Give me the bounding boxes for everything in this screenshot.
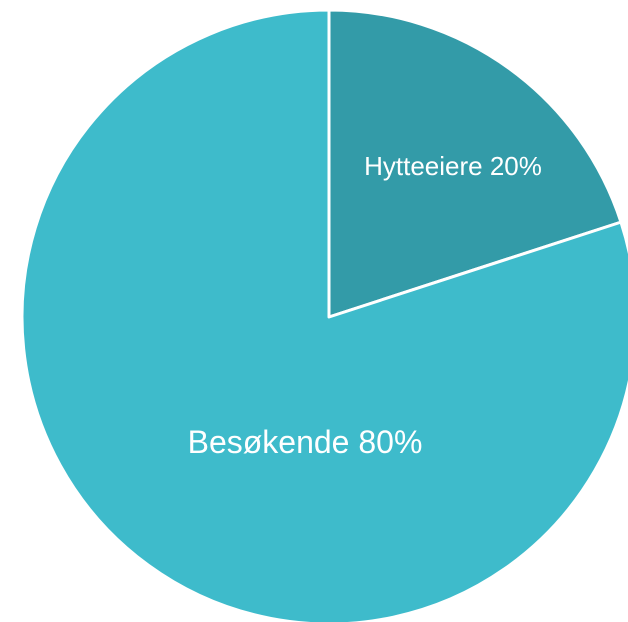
value-label: 80% <box>358 424 422 460</box>
category-name: Hytteeiere <box>364 151 483 181</box>
value-label: 20% <box>490 151 542 181</box>
slice-label: Hytteeiere 20% <box>364 151 542 181</box>
pie-slice <box>327 8 623 319</box>
slice-label: Besøkende 80% <box>188 424 423 460</box>
category-name: Besøkende <box>188 424 350 460</box>
pie-slice <box>20 8 628 622</box>
